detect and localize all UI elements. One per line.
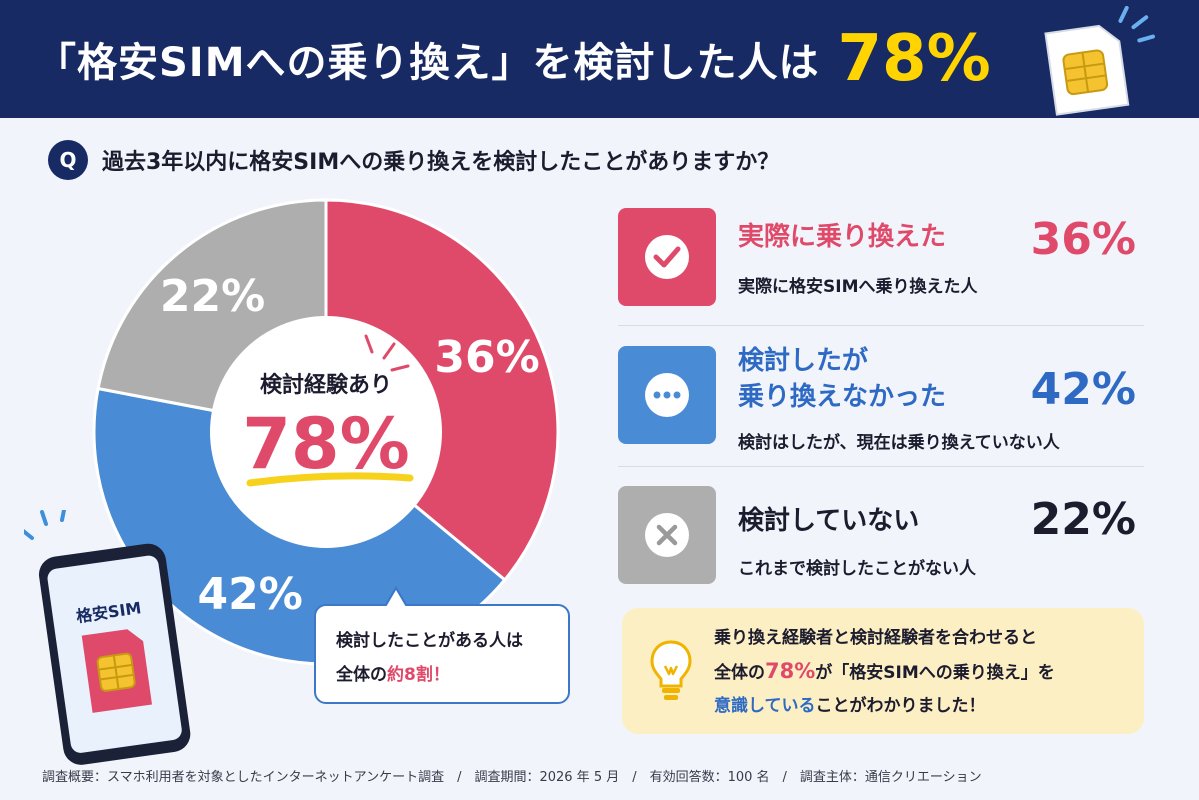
survey-footnote: 調査概要：スマホ利用者を対象としたインターネットアンケート調査 / 調査期間：2… — [42, 770, 982, 785]
center-label: 検討経験あり — [260, 372, 392, 398]
note-line3-highlight: 意識している — [714, 696, 816, 716]
category-percentage: 36% — [1030, 214, 1136, 265]
divider — [618, 325, 1144, 326]
category-not-considered: 検討していない 22% これまで検討したことがない人 — [618, 486, 1144, 586]
note-line1: 乗り換え経験者と検討経験者を合わせると — [714, 628, 1037, 648]
note-line3-b: ことがわかりました！ — [815, 696, 986, 716]
slice-label-2: 22% — [160, 271, 265, 322]
title-text: 「格安SIMへの乗り換え」を検討した人は — [36, 40, 820, 86]
category-percentage: 22% — [1030, 494, 1136, 545]
title-percentage: 78% — [837, 22, 991, 96]
note-line2-c: が「格安SIMへの乗り換え」を — [815, 663, 1055, 683]
note-line2-a: 全体の — [714, 663, 765, 683]
donut-slice-0 — [324, 198, 560, 582]
callout-tail-inner — [386, 590, 406, 607]
question-text: 過去3年以内に格安SIMへの乗り換えを検討したことがありますか？ — [102, 150, 780, 175]
question-badge: Q — [48, 140, 88, 180]
category-description: 検討はしたが、現在は乗り換えていない人 — [738, 433, 1060, 453]
callout-prefix: 全体の — [336, 665, 387, 685]
note-line2-highlight: 78% — [765, 659, 816, 683]
summary-note: 乗り換え経験者と検討経験者を合わせると 全体の78%が「格安SIMへの乗り換え」… — [622, 608, 1144, 734]
category-title: 検討していない — [738, 506, 920, 536]
question-row: Q 過去3年以内に格安SIMへの乗り換えを検討したことがありますか？ — [48, 140, 779, 180]
category-percentage: 42% — [1030, 364, 1136, 415]
cross-icon — [645, 513, 689, 557]
donut-hole — [210, 316, 442, 548]
callout-highlight: 約8割！ — [387, 665, 450, 685]
center-value: 78% — [242, 403, 410, 485]
center-underline — [246, 472, 414, 487]
category-considered: 検討したが 乗り換えなかった 42% 検討はしたが、現在は乗り換えていない人 — [618, 346, 1144, 456]
callout-line1: 検討したことがある人は — [336, 631, 523, 651]
category-icon-box — [618, 486, 716, 584]
lightbulb-icon — [650, 640, 692, 700]
ellipsis-icon — [645, 373, 689, 417]
check-icon — [645, 235, 689, 279]
note-line3: 意識していることがわかりました！ — [714, 690, 1055, 723]
callout-line2: 全体の約8割！ — [336, 658, 548, 692]
category-description: 実際に格安SIMへ乗り換えた人 — [738, 277, 978, 297]
callout-box: 検討したことがある人は 全体の約8割！ — [314, 604, 570, 704]
category-switched: 実際に乗り換えた 36% 実際に格安SIMへ乗り換えた人 — [618, 208, 1144, 308]
category-description: これまで検討したことがない人 — [738, 559, 976, 579]
slice-label-0: 36% — [434, 332, 539, 383]
note-line2: 全体の78%が「格安SIMへの乗り換え」を — [714, 655, 1055, 690]
donut-chart: 検討経験あり 78% 36% 42% 22% — [92, 198, 560, 666]
category-title-line2: 乗り換えなかった — [738, 382, 947, 412]
divider — [618, 466, 1144, 467]
category-title-line1: 検討したが — [738, 346, 869, 376]
note-text: 乗り換え経験者と検討経験者を合わせると 全体の78%が「格安SIMへの乗り換え」… — [714, 622, 1055, 723]
category-icon-box — [618, 208, 716, 306]
smartphone-icon: 格安SIM — [24, 510, 191, 765]
sim-card-icon — [1044, 5, 1155, 116]
slice-label-1: 42% — [198, 569, 303, 620]
category-title: 実際に乗り換えた — [738, 222, 947, 252]
sparkle-icon — [364, 334, 410, 372]
header-banner: 「格安SIMへの乗り換え」を検討した人は 78% — [0, 0, 1199, 118]
header-title: 「格安SIMへの乗り換え」を検討した人は 78% — [36, 0, 991, 118]
category-icon-box — [618, 346, 716, 444]
